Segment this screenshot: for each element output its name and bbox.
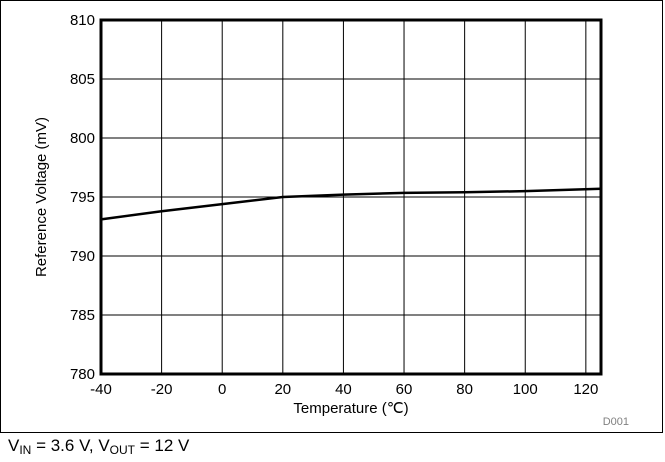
y-tick-label: 795 <box>70 189 95 206</box>
vout-value: = 12 V <box>135 436 190 455</box>
x-tick-label: 60 <box>396 381 413 398</box>
test-conditions-caption: VIN = 3.6 V, VOUT = 12 V <box>8 436 189 457</box>
x-tick-label: -20 <box>151 381 173 398</box>
y-axis-tick-labels: 780 785 790 795 800 805 810 <box>70 12 95 383</box>
y-tick-label: 805 <box>70 71 95 88</box>
vin-value: = 3.6 V, <box>31 436 99 455</box>
x-axis-title: Temperature (℃) <box>293 400 408 417</box>
y-tick-label: 785 <box>70 307 95 324</box>
x-tick-label: -40 <box>90 381 112 398</box>
plot-area <box>99 18 603 376</box>
x-axis-tick-labels: -40 -20 0 20 40 60 80 100 120 <box>90 381 598 398</box>
chart-frame <box>0 0 663 433</box>
x-tick-label: 20 <box>274 381 291 398</box>
y-tick-label: 800 <box>70 130 95 147</box>
y-axis-title: Reference Voltage (mV) <box>33 117 50 277</box>
y-tick-label: 810 <box>70 12 95 29</box>
y-tick-label: 790 <box>70 248 95 265</box>
series-line <box>100 187 602 221</box>
figure-id: D001 <box>603 416 629 428</box>
x-tick-label: 40 <box>335 381 352 398</box>
y-tick-label: 780 <box>70 366 95 383</box>
vout-symbol: V <box>98 436 110 455</box>
x-tick-label: 80 <box>456 381 473 398</box>
x-tick-label: 120 <box>573 381 598 398</box>
vout-subscript: OUT <box>109 443 135 457</box>
x-tick-label: 0 <box>218 381 226 398</box>
series-layer <box>100 187 602 221</box>
vin-symbol: V <box>8 436 20 455</box>
vin-subscript: IN <box>19 443 32 457</box>
grid-lines <box>100 19 601 375</box>
x-tick-label: 100 <box>513 381 538 398</box>
line-chart: -40 -20 0 20 40 60 80 100 120 780 785 790 795 800 805… <box>33 12 629 428</box>
